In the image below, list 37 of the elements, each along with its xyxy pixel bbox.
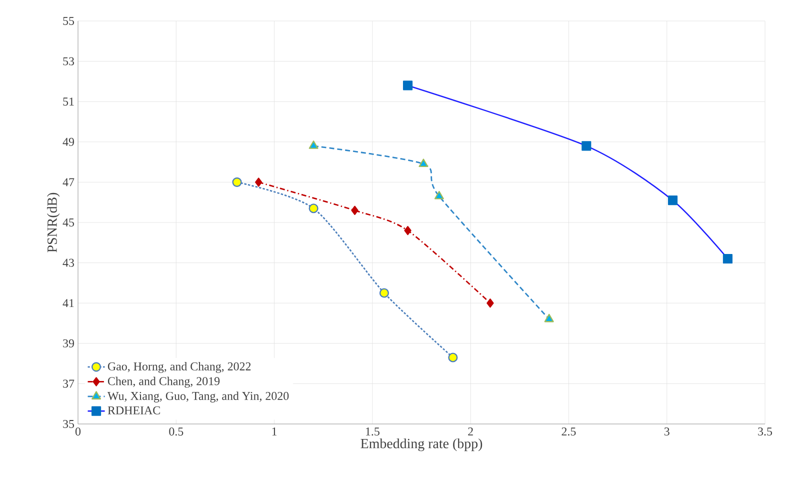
y-tick-label: 55 <box>63 17 74 25</box>
legend-label: RDHEIAC <box>108 406 160 414</box>
legend-label: Wu, Xiang, Guo, Tang, and Yin, 2020 <box>107 392 289 402</box>
y-tick-label: 47 <box>62 178 74 186</box>
x-tick-label: 1 <box>272 428 277 436</box>
point <box>448 352 458 362</box>
point <box>232 177 242 187</box>
y-tick-label: 37 <box>63 380 74 388</box>
y-tick-label: 41 <box>62 299 74 308</box>
legend-label: Chen, and Chang, 2019 <box>108 376 220 388</box>
y-tick-label: 45 <box>62 218 74 226</box>
point <box>434 190 444 200</box>
point <box>486 298 494 308</box>
point <box>404 226 412 236</box>
point <box>308 140 318 149</box>
x-tick-label: 3 <box>664 428 670 436</box>
y-tick-label: 43 <box>62 258 74 267</box>
point <box>351 206 358 215</box>
y-tick-label: 35 <box>63 420 74 428</box>
x-tick-label: 2.5 <box>562 428 576 436</box>
point <box>418 158 428 168</box>
x-tick-label: 0.5 <box>169 428 184 436</box>
point <box>544 314 554 322</box>
x-tick-label: 3.5 <box>758 428 772 436</box>
y-axis-title: PSNR(dB) <box>47 192 60 252</box>
y-tick-label: 39 <box>63 339 74 348</box>
point <box>379 288 389 298</box>
legend-label: Gao, Horng, and Chang, 2022 <box>108 362 251 373</box>
y-tick-label: 51 <box>63 98 74 106</box>
point <box>255 178 262 187</box>
x-axis-title: Embedding rate (bpp) <box>360 438 482 452</box>
point <box>308 204 318 214</box>
x-tick-label: 1.5 <box>366 428 380 436</box>
y-tick-label: 49 <box>62 138 74 146</box>
x-tick-label: 0 <box>75 428 81 436</box>
x-tick-label: 2 <box>468 428 473 436</box>
y-tick-label: 53 <box>63 57 74 66</box>
